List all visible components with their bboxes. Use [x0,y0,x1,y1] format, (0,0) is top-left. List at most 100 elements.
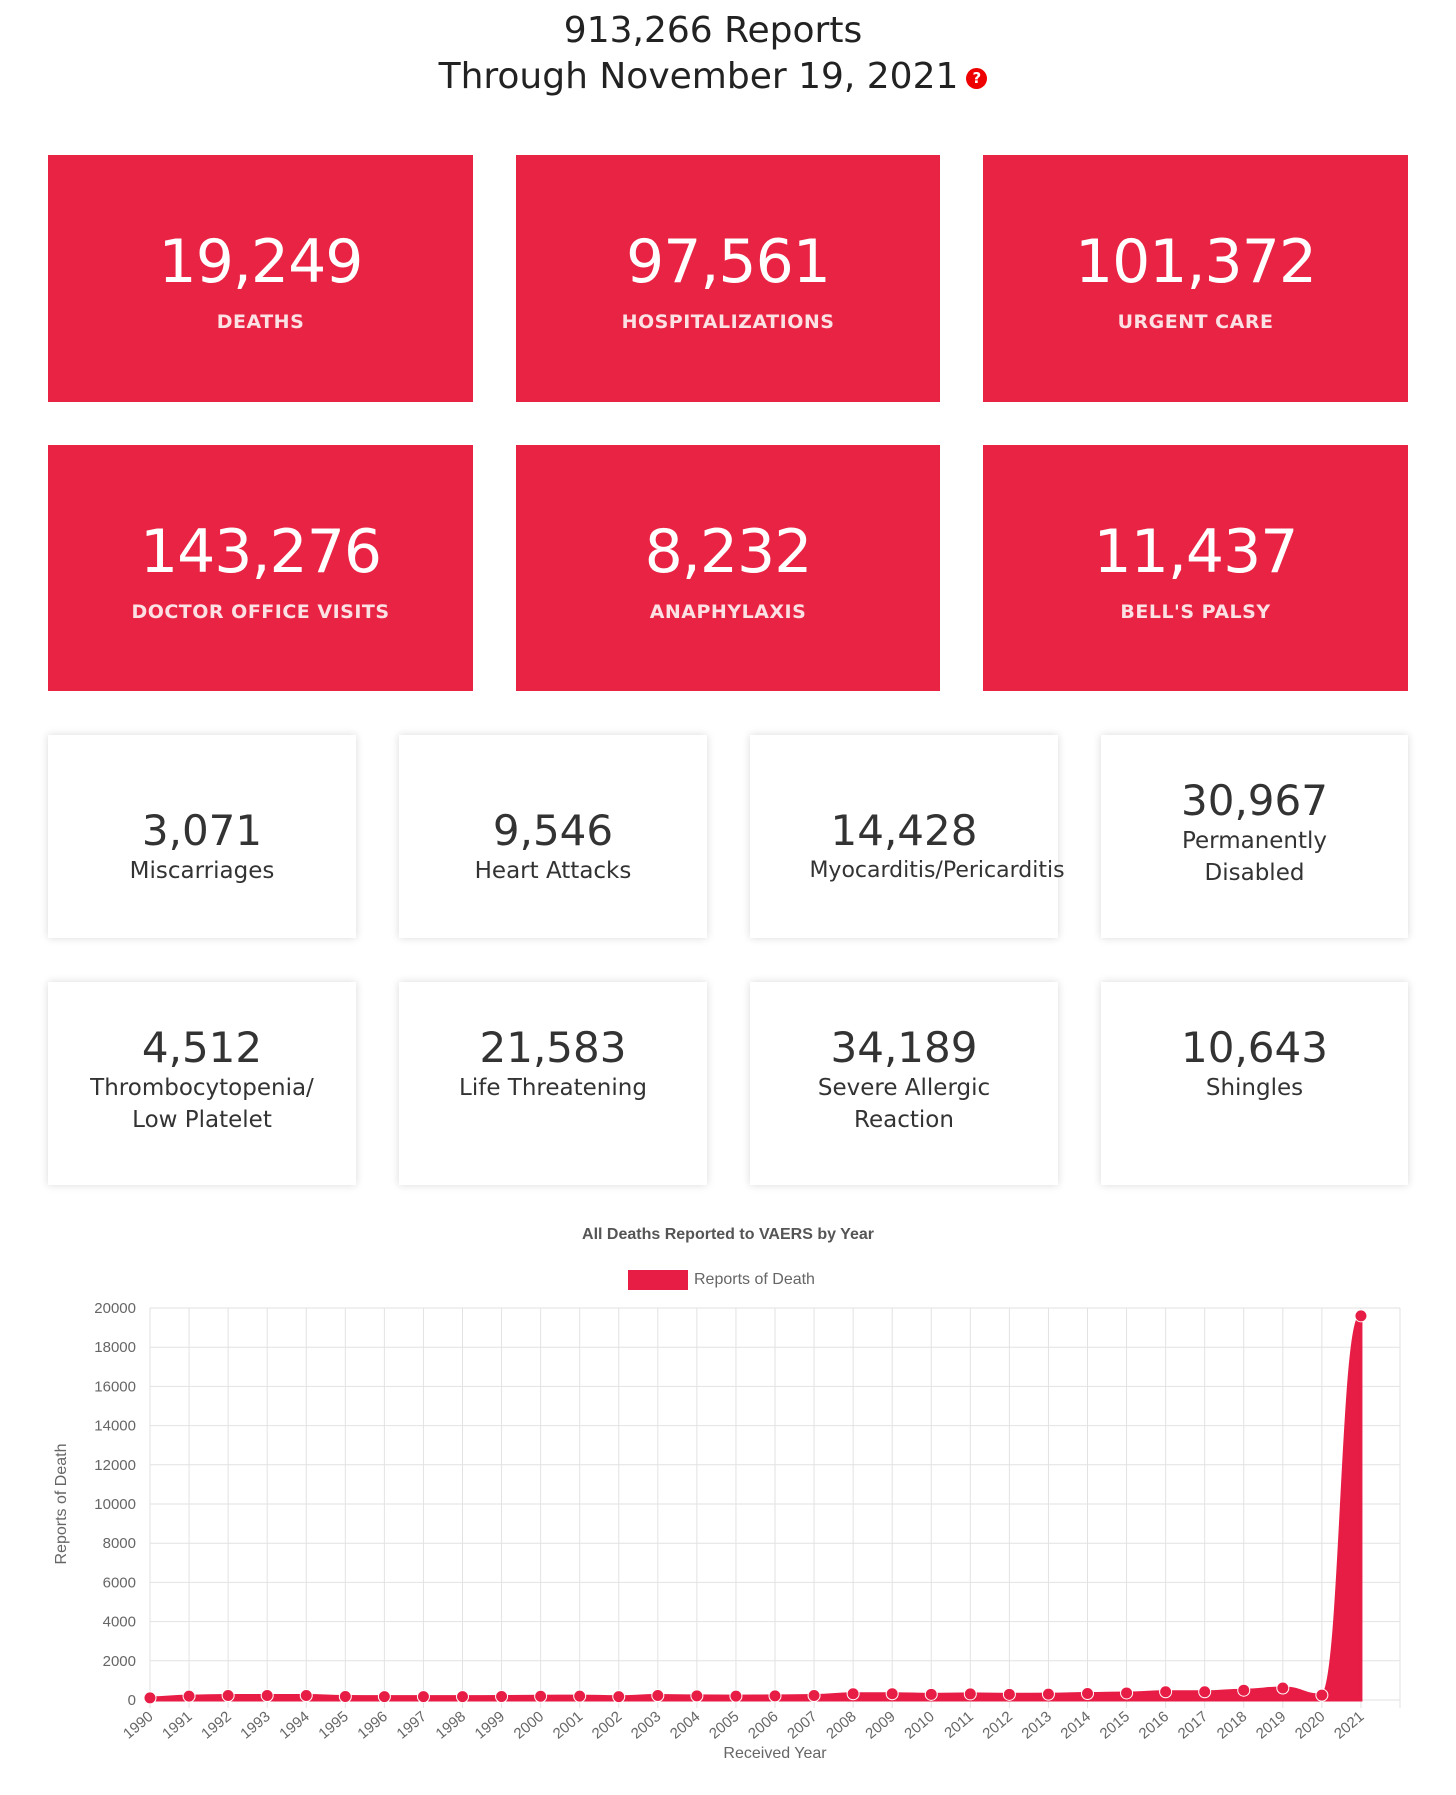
y-tick-label: 14000 [94,1418,136,1435]
stat-value: 21,583 [479,1023,627,1072]
x-axis-label: Received Year [723,1745,827,1762]
data-point [651,1688,665,1702]
stat-card-thrombocytopenia: 4,512 Thrombocytopenia/ Low Platelet [48,982,356,1185]
stat-label-line-2: Reaction [854,1107,954,1133]
x-tick-label: 2020 [1292,1708,1328,1742]
data-point [729,1689,743,1703]
x-tick-label: 2007 [784,1708,820,1742]
x-tick-label: 2012 [979,1708,1015,1742]
x-tick-label: 2004 [667,1708,703,1742]
stat-label: ANAPHYLAXIS [649,601,807,623]
legend-label: Reports of Death [694,1271,815,1288]
series-area-reports-of-death [148,1314,1363,1702]
chart-legend[interactable]: Reports of Death [628,1270,815,1292]
data-point [534,1689,548,1703]
report-header: 913,266 Reports Through November 19, 202… [0,8,1426,100]
x-tick-label: 1997 [394,1708,430,1742]
data-point [846,1687,860,1701]
x-tick-label: 2015 [1097,1708,1133,1742]
stat-label: BELL'S PALSY [1120,601,1271,623]
legend-swatch [628,1270,688,1290]
x-tick-label: 1995 [315,1708,351,1742]
stat-label: Life Threatening [459,1075,647,1101]
x-tick-label: 1990 [120,1708,156,1742]
stat-label: Myocarditis/Pericarditis [809,858,1065,883]
chart-title: All Deaths Reported to VAERS by Year [582,1226,874,1243]
stat-label-line-1: Severe Allergic [817,1075,991,1101]
x-tick-label: 1998 [433,1708,469,1742]
y-tick-label: 20000 [94,1300,136,1317]
data-point [182,1689,196,1703]
y-tick-label: 0 [128,1692,136,1709]
stat-label: DOCTOR OFFICE VISITS [131,601,390,623]
stat-label: Heart Attacks [474,858,632,884]
x-tick-label: 1996 [354,1708,390,1742]
x-tick-label: 2011 [941,1708,977,1742]
y-tick-label: 4000 [103,1614,136,1631]
through-date-text: Through November 19, 2021 [438,56,959,97]
data-point [573,1689,587,1703]
x-tick-label: 1994 [276,1708,312,1742]
data-point [1002,1687,1016,1701]
stat-card-shingles: 10,643 Shingles [1101,982,1408,1185]
x-tick-label: 1999 [472,1708,508,1742]
stat-card-bells-palsy: 11,437 BELL'S PALSY [983,445,1408,691]
data-point [612,1690,626,1704]
x-tick-label: 2016 [1136,1708,1172,1742]
x-tick-label: 2003 [628,1708,664,1742]
stat-card-doctor-office-visits: 143,276 DOCTOR OFFICE VISITS [48,445,473,691]
x-tick-label: 2008 [823,1708,859,1742]
x-tick-label: 1993 [237,1708,273,1742]
x-tick-label: 2018 [1214,1708,1250,1742]
stat-card-permanently-disabled: 30,967 Permanently Disabled [1101,735,1408,938]
stat-value: 30,967 [1181,776,1328,825]
data-point [1120,1686,1134,1700]
data-point [1198,1685,1212,1699]
stat-label-line-2: Low Platelet [132,1107,272,1133]
stat-card-anaphylaxis: 8,232 ANAPHYLAXIS [516,445,940,691]
data-point [416,1690,430,1704]
data-point [260,1688,274,1702]
data-point [1237,1683,1251,1697]
data-point [1315,1688,1329,1702]
x-tick-label: 1991 [159,1708,195,1742]
data-point [963,1687,977,1701]
y-tick-label: 6000 [103,1574,136,1591]
question-mark-icon[interactable]: ? [966,67,988,89]
x-tick-label: 2014 [1058,1708,1094,1742]
stat-value: 97,561 [626,227,831,297]
stat-label-line-1: Permanently [1181,828,1328,854]
stat-label-line-1: Thrombocytopenia/ [90,1075,314,1101]
through-date-subtitle: Through November 19, 2021? [0,54,1426,100]
stat-value: 9,546 [492,806,614,855]
data-point [1159,1685,1173,1699]
stat-value: 19,249 [158,227,364,297]
data-point [1276,1681,1290,1695]
stat-card-urgent-care: 101,372 URGENT CARE [983,155,1408,402]
y-tick-label: 10000 [94,1496,136,1513]
data-point [338,1689,352,1703]
stat-label: Shingles [1205,1075,1304,1101]
x-tick-label: 2017 [1175,1708,1211,1742]
data-point [377,1690,391,1704]
data-point [885,1687,899,1701]
data-point [299,1688,313,1702]
stat-label: DEATHS [216,311,305,333]
stat-value: 14,428 [830,806,978,855]
total-reports-title: 913,266 Reports [563,10,863,51]
stat-value: 11,437 [1093,517,1299,587]
x-tick-label: 2013 [1019,1708,1055,1742]
data-point [1041,1687,1055,1701]
data-point [924,1687,938,1701]
stat-value: 10,643 [1181,1023,1328,1072]
y-tick-label: 12000 [94,1457,136,1474]
x-tick-label: 2001 [550,1708,586,1742]
data-point [768,1689,782,1703]
stat-value: 4,512 [141,1023,263,1072]
deaths-by-year-chart: 0 2000 4000 6000 8000 10000 12000 14000 16000 180… [53,1300,1401,1762]
stat-value: 8,232 [644,517,813,587]
stat-card-life-threatening: 21,583 Life Threatening [399,982,707,1185]
x-tick-label: 2000 [511,1708,547,1742]
y-tick-label: 18000 [94,1339,136,1356]
data-point [456,1690,469,1704]
